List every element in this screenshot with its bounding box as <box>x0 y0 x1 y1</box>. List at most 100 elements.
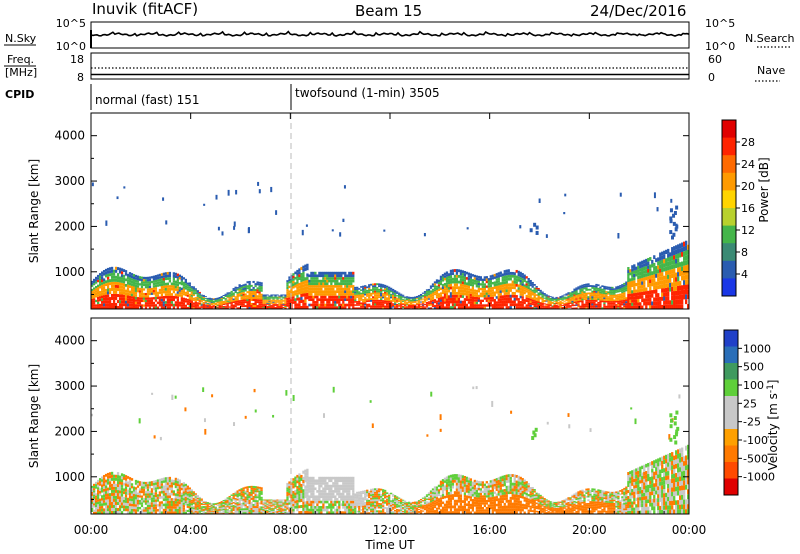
data-cell <box>368 294 371 297</box>
data-cell <box>204 502 207 504</box>
data-cell <box>268 305 271 307</box>
data-cell <box>395 297 399 299</box>
data-cell <box>625 283 628 286</box>
data-cell <box>344 303 347 307</box>
data-cell <box>240 491 243 494</box>
isolated-echo <box>563 212 566 215</box>
data-cell <box>328 290 331 294</box>
data-cell <box>250 505 253 508</box>
data-cell <box>348 295 351 299</box>
data-cell <box>260 286 263 288</box>
data-cell <box>312 277 315 280</box>
data-cell <box>128 277 132 281</box>
data-cell <box>537 293 540 296</box>
data-cell <box>108 511 112 514</box>
data-cell <box>224 509 227 511</box>
data-cell <box>100 489 104 493</box>
data-cell <box>198 500 201 502</box>
data-cell <box>403 305 407 307</box>
data-cell <box>531 301 534 304</box>
data-cell <box>603 300 606 303</box>
data-cell <box>561 299 564 301</box>
data-cell <box>140 481 144 484</box>
data-cell <box>330 285 333 288</box>
data-cell <box>182 299 185 303</box>
data-cell <box>104 485 108 489</box>
data-cell <box>194 297 197 299</box>
data-cell <box>386 299 389 301</box>
data-cell <box>503 275 506 279</box>
data-cell <box>252 280 255 283</box>
data-cell <box>635 273 638 277</box>
data-cell <box>220 506 223 508</box>
data-cell <box>541 292 544 295</box>
data-cell <box>443 283 447 286</box>
data-cell <box>429 303 433 306</box>
data-cell <box>252 489 255 492</box>
data-cell <box>200 300 203 302</box>
data-cell <box>198 300 201 302</box>
data-cell <box>110 296 114 300</box>
data-cell <box>679 285 682 291</box>
data-cell <box>679 271 682 277</box>
data-cell <box>162 503 166 507</box>
data-cell <box>236 492 239 494</box>
data-cell <box>314 282 317 286</box>
data-cell <box>186 503 189 506</box>
data-cell <box>242 504 245 507</box>
data-cell <box>314 274 317 278</box>
data-cell <box>138 490 142 493</box>
echo-structure <box>535 230 539 235</box>
data-cell <box>382 307 385 309</box>
data-cell <box>182 286 185 289</box>
data-cell <box>541 305 544 307</box>
data-cell <box>148 507 152 510</box>
data-cell <box>451 269 455 273</box>
data-cell <box>362 292 365 295</box>
data-cell <box>92 511 96 514</box>
data-cell <box>545 305 548 307</box>
data-cell <box>142 281 146 284</box>
data-cell <box>354 307 357 309</box>
data-cell <box>180 287 183 291</box>
data-cell <box>597 293 600 295</box>
data-cell <box>322 274 325 278</box>
data-cell <box>631 265 634 269</box>
data-cell <box>643 273 646 278</box>
data-cell <box>334 285 337 288</box>
data-cell <box>150 490 154 493</box>
data-cell <box>465 287 469 291</box>
data-cell <box>633 289 636 294</box>
data-cell <box>206 510 209 512</box>
data-cell <box>260 489 263 492</box>
data-cell <box>304 305 307 309</box>
data-cell <box>517 287 520 290</box>
data-cell <box>411 302 415 304</box>
data-cell <box>256 486 259 489</box>
data-cell <box>142 283 146 287</box>
data-cell <box>579 307 582 309</box>
data-cell <box>124 483 128 487</box>
data-cell <box>647 301 650 306</box>
data-cell <box>593 285 596 288</box>
data-cell <box>282 306 285 308</box>
data-cell <box>429 297 433 299</box>
data-cell <box>455 300 459 304</box>
data-cell <box>152 278 156 281</box>
data-cell <box>423 298 427 301</box>
data-cell <box>170 295 174 299</box>
data-cell <box>256 289 259 292</box>
data-cell <box>268 296 271 298</box>
data-cell <box>288 281 291 284</box>
data-cell <box>535 300 538 303</box>
data-cell <box>182 495 185 499</box>
data-cell <box>473 306 477 309</box>
data-cell <box>497 288 500 291</box>
data-cell <box>196 290 199 292</box>
data-cell <box>459 269 463 273</box>
data-cell <box>306 266 309 271</box>
data-cell <box>252 507 255 510</box>
data-cell <box>364 297 367 299</box>
data-cell <box>146 497 150 501</box>
data-cell <box>401 306 405 308</box>
